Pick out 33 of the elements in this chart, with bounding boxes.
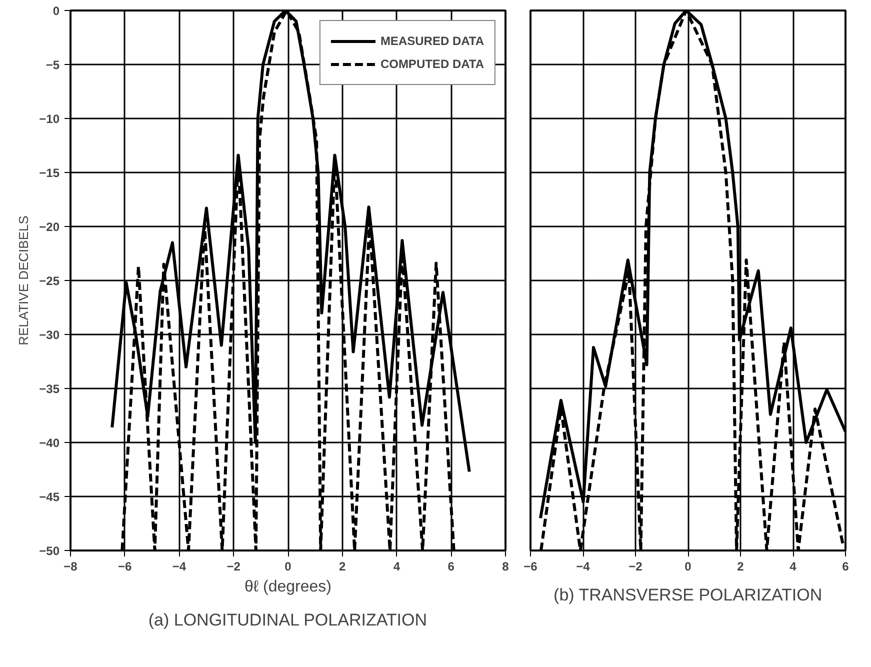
- legend-label: MEASURED DATA: [380, 34, 484, 48]
- x-tick-label: 0: [284, 560, 292, 574]
- x-tick-label: 2: [339, 560, 346, 574]
- text: (a) LONGITUDINAL POLARIZATION: [148, 610, 428, 630]
- x-tick-label: −4: [576, 560, 590, 574]
- y-tick-label: −25: [39, 274, 60, 288]
- x-tick-label: −4: [172, 560, 186, 574]
- y-tick-label: −40: [39, 436, 60, 450]
- x-tick-label: 4: [790, 560, 797, 574]
- x-tick-label: 2: [737, 560, 744, 574]
- x-tick-label: −2: [628, 560, 643, 574]
- x-tick-label: −6: [524, 560, 538, 574]
- legend-label: COMPUTED DATA: [380, 57, 484, 71]
- x-tick-label: 4: [393, 560, 400, 574]
- x-tick-label: 8: [502, 560, 510, 574]
- x-tick-label: 0: [684, 560, 692, 574]
- y-tick-label: 0: [52, 4, 60, 18]
- y-tick-label: −10: [39, 112, 60, 126]
- x-tick-label: 6: [448, 560, 455, 574]
- y-tick-label: −35: [39, 382, 60, 396]
- x-axis-title: θℓ (degrees): [244, 578, 332, 596]
- x-tick-label: −2: [226, 560, 241, 574]
- y-tick-label: −30: [39, 328, 60, 342]
- y-axis-title: RELATIVE DECIBELS: [16, 215, 32, 346]
- x-tick-label: −6: [118, 560, 132, 574]
- text: (b) TRANSVERSE POLARIZATION: [554, 586, 822, 604]
- x-tick-label: −8: [64, 560, 78, 574]
- y-tick-label: −5: [46, 58, 60, 72]
- y-tick-label: −20: [39, 220, 60, 234]
- y-tick-label: −15: [39, 166, 60, 180]
- x-tick-label: 6: [842, 560, 850, 574]
- y-tick-label: −50: [39, 544, 60, 558]
- y-tick-label: −45: [39, 490, 60, 504]
